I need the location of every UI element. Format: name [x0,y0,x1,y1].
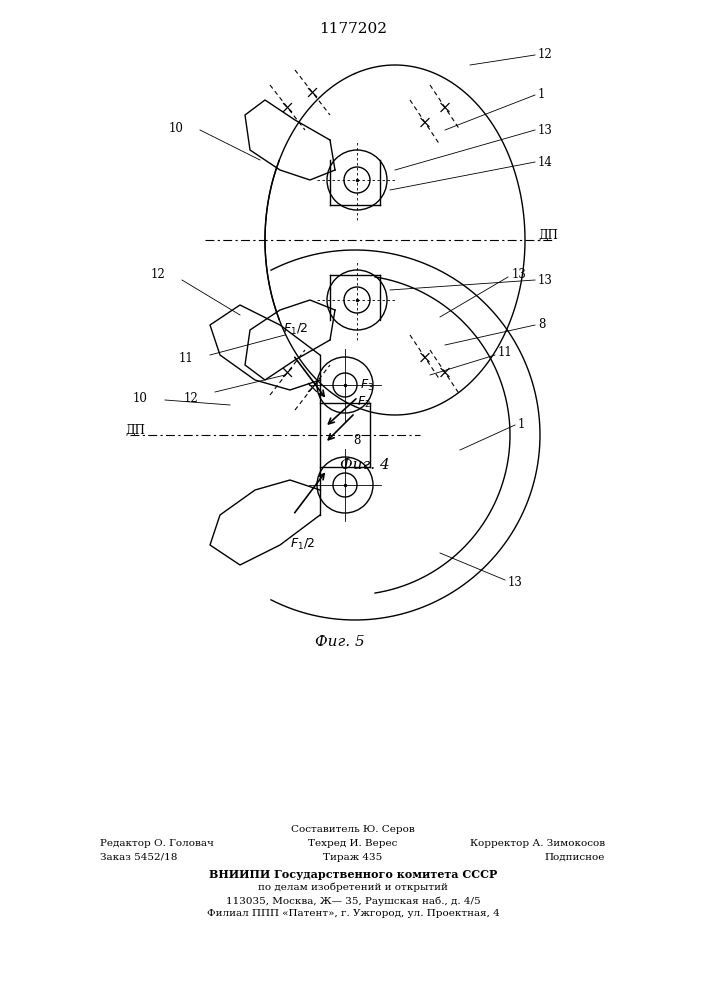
Text: 13: 13 [538,273,553,286]
Text: 13: 13 [512,268,527,282]
Text: $F_2$: $F_2$ [357,395,370,410]
Text: Редактор О. Головач: Редактор О. Головач [100,839,214,848]
Text: 13: 13 [538,123,553,136]
Text: ВНИИПИ Государственного комитета СССР: ВНИИПИ Государственного комитета СССР [209,869,497,880]
Text: 8: 8 [538,318,545,332]
Text: Тираж 435: Тираж 435 [323,853,382,862]
Text: 113035, Москва, Ж— 35, Раушская наб., д. 4/5: 113035, Москва, Ж— 35, Раушская наб., д.… [226,896,480,906]
Text: Фиг. 5: Фиг. 5 [315,635,365,649]
Text: Составитель Ю. Серов: Составитель Ю. Серов [291,825,415,834]
Text: 12: 12 [538,48,553,62]
Text: по делам изобретений и открытий: по делам изобретений и открытий [258,883,448,892]
Text: 10: 10 [133,392,148,406]
Text: $F_3$: $F_3$ [360,378,374,393]
Text: 1: 1 [538,89,545,102]
Text: 8: 8 [354,434,361,446]
Text: Филиал ППП «Патент», г. Ужгород, ул. Проектная, 4: Филиал ППП «Патент», г. Ужгород, ул. Про… [206,909,499,918]
Text: 11: 11 [178,352,193,364]
Text: ДП: ДП [538,229,558,241]
Text: 11: 11 [498,347,513,360]
Text: Подписное: Подписное [544,853,605,862]
Text: ДП: ДП [125,424,145,436]
Text: 13: 13 [508,576,523,588]
Text: $F_1/2$: $F_1/2$ [290,537,315,552]
Text: 14: 14 [538,155,553,168]
Text: Заказ 5452/18: Заказ 5452/18 [100,853,177,862]
Text: Техред И. Верес: Техред И. Верес [308,839,397,848]
Text: Корректор А. Зимокосов: Корректор А. Зимокосов [470,839,605,848]
Text: 12: 12 [151,268,165,282]
Text: 1177202: 1177202 [319,22,387,36]
Text: $F_1/2$: $F_1/2$ [283,322,308,337]
Text: 10: 10 [168,121,183,134]
Text: 1: 1 [518,418,525,430]
Text: 12: 12 [183,391,198,404]
Text: Фиг. 4: Фиг. 4 [340,458,390,472]
